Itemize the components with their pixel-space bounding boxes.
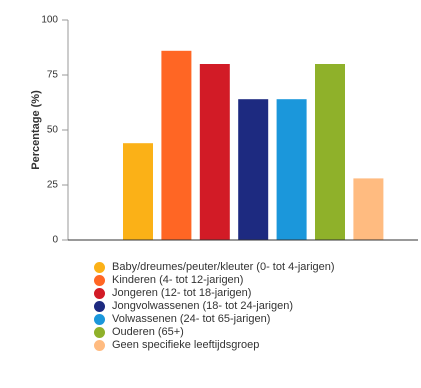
- legend-marker: [94, 327, 105, 338]
- y-tick-label: 75: [47, 70, 59, 81]
- legend-label: Baby/dreumes/peuter/kleuter (0- tot 4-ja…: [112, 261, 335, 273]
- legend-label: Volwassenen (24- tot 65-jarigen): [112, 313, 271, 325]
- bar: [199, 64, 230, 240]
- bar: [238, 99, 269, 240]
- legend-item: Geen specifieke leeftijdsgroep: [92, 339, 342, 352]
- legend-item: Baby/dreumes/peuter/kleuter (0- tot 4-ja…: [92, 261, 342, 274]
- legend-marker: [94, 314, 105, 325]
- bar: [276, 99, 307, 240]
- legend: Baby/dreumes/peuter/kleuter (0- tot 4-ja…: [92, 261, 342, 352]
- legend-item: Volwassenen (24- tot 65-jarigen): [92, 313, 342, 326]
- legend-item: Kinderen (4- tot 12-jarigen): [92, 274, 342, 287]
- legend-label: Jongeren (12- tot 18-jarigen): [112, 287, 252, 299]
- bar: [315, 64, 345, 240]
- legend-label: Geen specifieke leeftijdsgroep: [112, 339, 260, 351]
- y-axis-label: Percentage (%): [30, 90, 42, 170]
- legend-marker: [94, 301, 105, 312]
- legend-marker: [94, 288, 105, 299]
- bar: [123, 143, 153, 240]
- legend-item: Jongeren (12- tot 18-jarigen): [92, 287, 342, 300]
- legend-label: Jongvolwassenen (18- tot 24-jarigen): [112, 300, 293, 312]
- legend-item: Jongvolwassenen (18- tot 24-jarigen): [92, 300, 342, 313]
- y-tick-label: 25: [47, 180, 59, 191]
- y-tick-label: 0: [52, 235, 58, 246]
- legend-item: Ouderen (65+): [92, 326, 342, 339]
- legend-marker: [94, 275, 105, 286]
- legend-marker: [94, 340, 105, 351]
- legend-label: Ouderen (65+): [112, 326, 184, 338]
- y-tick-label: 50: [47, 125, 59, 136]
- chart: Percentage (%) 0 25 50 75 100: [30, 15, 418, 246]
- legend-label: Kinderen (4- tot 12-jarigen): [112, 274, 244, 286]
- bar: [353, 178, 384, 240]
- y-tick-label: 100: [41, 15, 58, 26]
- bar: [161, 50, 192, 240]
- legend-marker: [94, 262, 105, 273]
